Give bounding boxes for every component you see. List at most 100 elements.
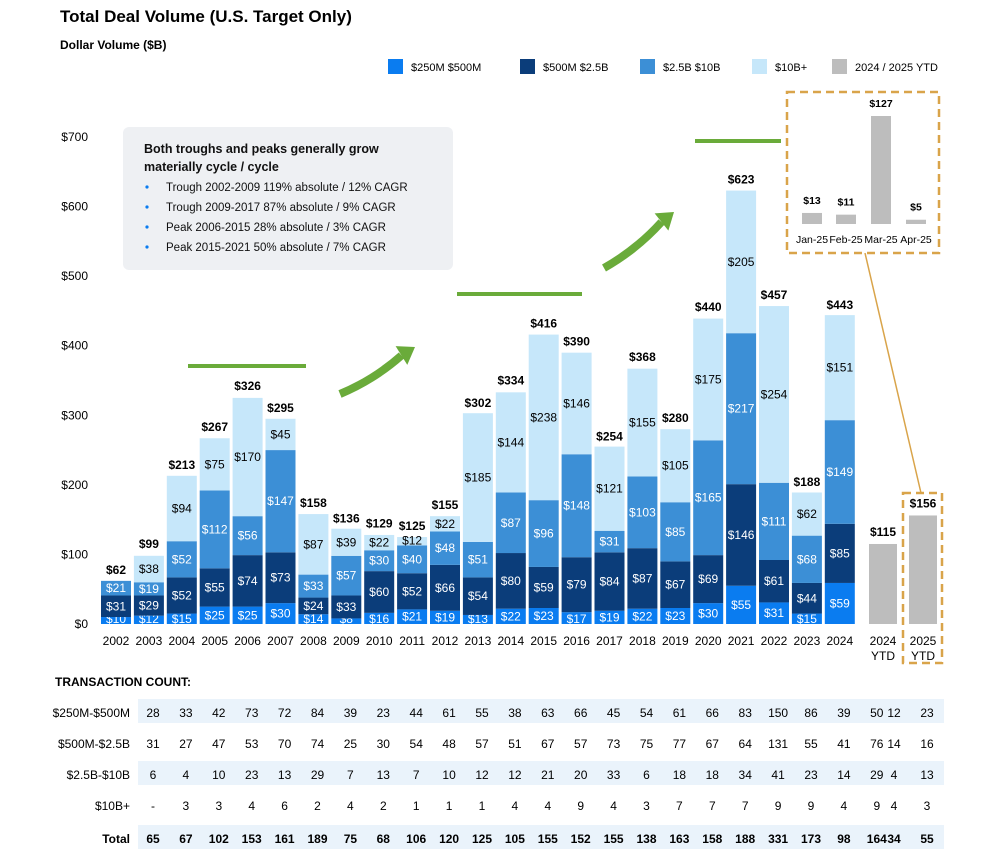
- segment-label: $185: [465, 471, 492, 485]
- bullet-dot: [145, 185, 149, 189]
- segment-label: $69: [698, 572, 718, 586]
- inset-category-label: Mar-25: [864, 234, 897, 246]
- inset-category-label: Apr-25: [900, 234, 932, 246]
- table-cell: 34: [887, 832, 901, 846]
- inset-value-label: $127: [869, 98, 893, 110]
- bar-segment: [759, 306, 789, 483]
- segment-label: $74: [238, 574, 258, 588]
- bar-segment: [430, 516, 460, 532]
- bar-segment: [660, 607, 691, 624]
- chart-subtitle: Dollar Volume ($B): [60, 38, 166, 52]
- y-tick-label: $0: [75, 617, 89, 631]
- table-cell: 77: [673, 737, 687, 751]
- x-tick-label: 2004: [168, 634, 195, 648]
- annotation-box: Both troughs and peaks generally grow ma…: [123, 127, 453, 270]
- table-cell: 75: [344, 832, 358, 846]
- segment-label: $205: [728, 255, 755, 269]
- x-tick-label: 2016: [563, 634, 590, 648]
- bar-segment: [495, 608, 526, 624]
- annotation-heading-line1: Both troughs and peaks generally grow: [144, 142, 379, 156]
- x-tick-label: 2009: [333, 634, 360, 648]
- segment-label: $60: [369, 585, 389, 599]
- table-cell: 55: [475, 706, 489, 720]
- table-cell: 13: [920, 768, 934, 782]
- table-cell: 188: [735, 832, 755, 846]
- table-cell: 16: [920, 737, 934, 751]
- table-cell: 4: [183, 768, 190, 782]
- bar-segment: [660, 561, 691, 608]
- segment-label: $25: [205, 608, 225, 622]
- table-cell: 39: [837, 706, 851, 720]
- table-cell: 155: [604, 832, 624, 846]
- segment-label: $85: [830, 546, 850, 560]
- segment-label: $96: [534, 527, 554, 541]
- table-cell: 74: [311, 737, 325, 751]
- table-cell: 23: [804, 768, 818, 782]
- x-tick-label: 2017: [596, 634, 623, 648]
- table-cell: 18: [673, 768, 687, 782]
- x-tick-label: 2012: [432, 634, 459, 648]
- annotation-bullet: Trough 2009-2017 87% absolute / 9% CAGR: [166, 202, 396, 214]
- bar-segment: [594, 530, 625, 553]
- bar-segment: [331, 595, 362, 619]
- bar-segment: [166, 613, 197, 624]
- table-cell: 4: [891, 768, 898, 782]
- segment-label: $44: [797, 591, 817, 605]
- segment-label: $175: [695, 372, 722, 386]
- table-row-label: $500M-$2.5B: [58, 737, 130, 751]
- total-label: $416: [530, 317, 557, 331]
- segment-label: $21: [402, 610, 422, 624]
- table-cell: 53: [245, 737, 259, 751]
- inset-bar: [836, 214, 856, 224]
- segment-label: $40: [402, 552, 422, 566]
- bar-segment: [693, 603, 724, 624]
- table-cell: 9: [577, 799, 584, 813]
- bar-segment: [199, 606, 230, 624]
- table-row-label: Total: [102, 832, 130, 846]
- bar-segment: [364, 612, 395, 624]
- table-cell: 27: [179, 737, 193, 751]
- bar-segment: [627, 548, 658, 609]
- table-cell: 45: [607, 706, 621, 720]
- bar-segment: [298, 514, 329, 575]
- table-cell: 39: [344, 706, 358, 720]
- table-cell: 7: [413, 768, 420, 782]
- segment-label: $59: [830, 596, 850, 610]
- bar-segment: [791, 535, 822, 583]
- segment-label: $79: [567, 578, 587, 592]
- y-tick-label: $500: [61, 269, 88, 283]
- table-cell: 51: [508, 737, 522, 751]
- segment-label: $87: [501, 516, 521, 530]
- bar-segment: [528, 334, 559, 501]
- segment-label: $19: [139, 582, 159, 596]
- monthly-inset-chart: $13 Jan-25 $11 Feb-25 $127 Mar-25 $5 Apr-25: [796, 98, 932, 246]
- table-cell: 47: [212, 737, 226, 751]
- bar-segment: [265, 418, 296, 451]
- bar-segment: [561, 557, 592, 613]
- table-cell: 4: [841, 799, 848, 813]
- table-cell: 6: [150, 768, 157, 782]
- bar-segment: [627, 608, 658, 624]
- table-cell: 131: [768, 737, 788, 751]
- segment-label: $31: [106, 599, 126, 613]
- table-cell: 4: [610, 799, 617, 813]
- segment-label: $61: [764, 574, 784, 588]
- table-cell: 13: [377, 768, 391, 782]
- segment-label: $57: [336, 569, 356, 583]
- table-cell: 18: [706, 768, 720, 782]
- table-cell: 23: [245, 768, 259, 782]
- table-cell: 42: [212, 706, 226, 720]
- segment-label: $48: [435, 541, 455, 555]
- table-cell: 120: [439, 832, 459, 846]
- segment-label: $165: [695, 491, 722, 505]
- x-axis: 2002 2003 2004 2005 2006 2007 2008 2009 2010 2011…: [103, 634, 937, 663]
- table-cell: 163: [669, 832, 689, 846]
- table-cell: 33: [607, 768, 621, 782]
- bar-segment: [759, 559, 789, 603]
- table-cell: 7: [742, 799, 749, 813]
- table-cell: 86: [804, 706, 818, 720]
- total-label: $188: [794, 475, 821, 489]
- table-cell: 164: [867, 832, 887, 846]
- bar-segment: [693, 318, 724, 441]
- table-cell: 1: [413, 799, 420, 813]
